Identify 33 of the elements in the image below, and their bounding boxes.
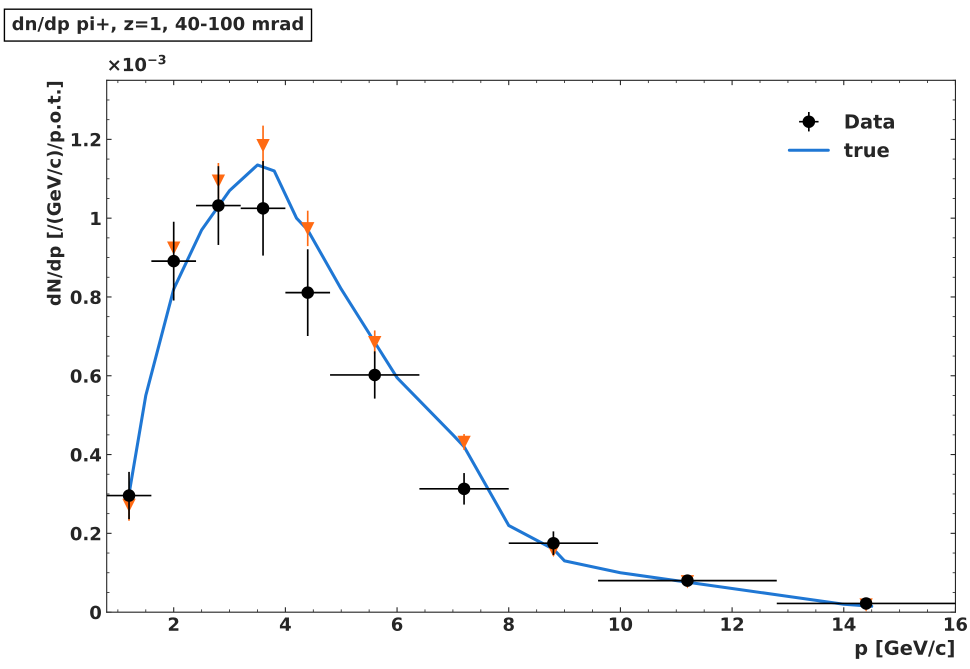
point — [458, 482, 470, 496]
y-tick-label: 0 — [90, 606, 101, 620]
y-tick-label: 0.8 — [70, 290, 101, 304]
y-tick-label: 0.6 — [70, 369, 101, 383]
x-tick-label: 2 — [168, 617, 178, 631]
y-tick-label: 1 — [91, 212, 101, 226]
x-tick-label: 6 — [392, 617, 402, 631]
text: ×10$^{−3}$ — [108, 54, 166, 72]
x-tick-label: 16 — [944, 617, 968, 631]
point — [167, 254, 180, 268]
legend-label: true — [844, 143, 889, 158]
point — [547, 536, 560, 550]
x-axis-title: p [GeV/c] — [856, 640, 954, 659]
y-axis-title: dN/dp [/(GeV/c)/p.o.t.] — [46, 82, 64, 306]
point — [368, 336, 381, 349]
x-tick-label: 8 — [504, 617, 514, 631]
point — [256, 139, 270, 152]
point — [458, 436, 470, 448]
legend-label: Data — [846, 114, 894, 129]
point — [256, 202, 270, 215]
point — [122, 489, 136, 502]
point — [301, 286, 314, 299]
y-tick-label: 0.2 — [70, 526, 100, 540]
chart-title: dn/dp pi+, z=1, 40-100 mrad — [12, 16, 303, 34]
point — [368, 368, 381, 382]
x-tick-label: 4 — [280, 618, 291, 631]
x-tick-label: 14 — [833, 618, 856, 631]
y-tick-label: 0.4 — [70, 448, 102, 462]
point — [212, 199, 225, 212]
x-tick-label: 12 — [722, 617, 744, 631]
y-tick-label: 1.2 — [72, 132, 100, 146]
x-tick-label: 10 — [610, 617, 632, 631]
point — [301, 222, 314, 235]
